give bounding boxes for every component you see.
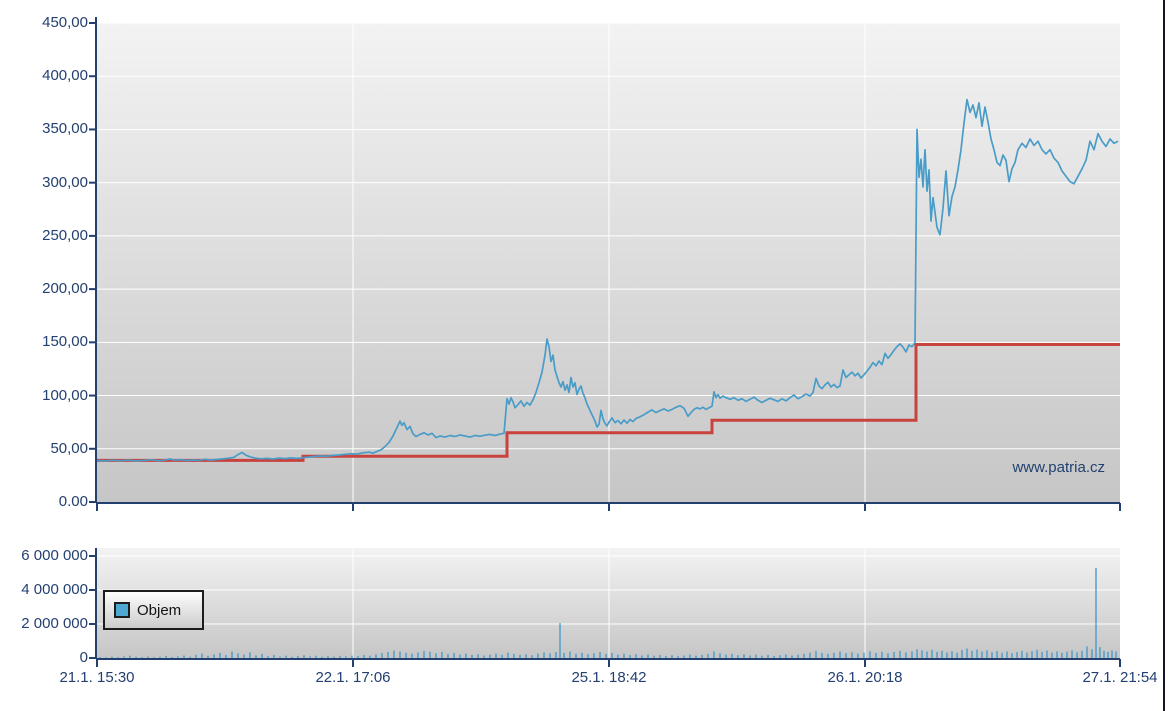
price-y-axis-label: 0.00 xyxy=(58,493,88,510)
volume-legend-label: Objem xyxy=(137,601,182,619)
volume-bars xyxy=(99,567,1117,658)
x-axis-label: 25.1. 18:42 xyxy=(571,669,647,686)
volume-y-axis-label: 2 000 000 xyxy=(21,615,88,632)
window-right-border xyxy=(1163,0,1165,711)
watermark: www.patria.cz xyxy=(1012,459,1105,476)
price-y-axis-label: 350,00 xyxy=(42,120,88,138)
price-y-axis-label: 100,00 xyxy=(42,386,88,404)
volume-y-axis-label: 6 000 000 xyxy=(21,547,88,564)
x-axis-label: 27.1. 21:54 xyxy=(1082,669,1158,686)
price-y-axis-label: 200,00 xyxy=(42,280,88,298)
price-y-axis-label: 250,00 xyxy=(42,226,88,244)
volume-legend: Objem xyxy=(103,590,204,630)
volume-y-axis-label: 0 xyxy=(79,649,88,666)
price-y-axis-label: 50,00 xyxy=(50,439,88,457)
price-y-axis-label: 150,00 xyxy=(42,333,88,351)
x-axis-label: 21.1. 15:30 xyxy=(59,669,135,686)
volume-y-axis-label: 4 000 000 xyxy=(21,581,88,598)
price-line xyxy=(96,98,1119,462)
price-y-axis-label: 400,00 xyxy=(42,67,88,85)
volume-legend-swatch-icon xyxy=(114,602,130,618)
x-axis-label: 26.1. 20:18 xyxy=(827,669,903,686)
price-y-axis-label: 300,00 xyxy=(42,173,88,191)
x-axis-label: 22.1. 17:06 xyxy=(315,669,391,686)
price-y-axis-label: 450,00 xyxy=(42,14,88,31)
